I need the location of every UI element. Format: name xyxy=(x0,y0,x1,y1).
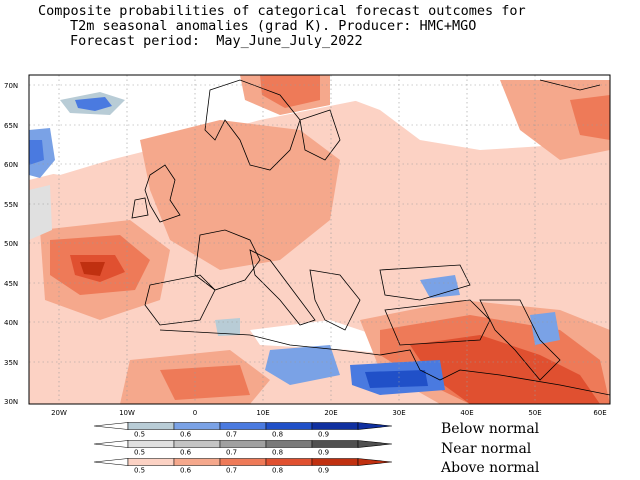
above-scale-value: 0.9 xyxy=(318,467,329,475)
above-scale-value: 0.7 xyxy=(226,467,237,475)
lat-label: 30N xyxy=(4,398,18,406)
near-scale-value: 0.7 xyxy=(226,449,237,457)
near-scale-segment xyxy=(265,440,313,448)
lat-label: 70N xyxy=(4,82,18,90)
below-scale-value: 0.7 xyxy=(226,431,237,439)
title-line-1: Composite probabilities of categorical f… xyxy=(38,3,526,19)
title-line-3: Forecast period: May_June_July_2022 xyxy=(70,33,363,49)
legend-above-label: Above normal xyxy=(441,460,540,476)
below-scale-value: 0.9 xyxy=(318,431,329,439)
lat-label: 45N xyxy=(4,280,18,288)
below-scale-segment xyxy=(127,422,175,430)
title-line-2: T2m seasonal anomalies (grad K). Produce… xyxy=(70,18,477,34)
legend-near-label: Near normal xyxy=(441,441,532,457)
lon-label: 60E xyxy=(593,409,606,417)
below-scale-value: 0.5 xyxy=(134,431,145,439)
legend-color-bars: 0.5 0.6 0.7 0.8 0.9 0.5 0.6 0.7 0.8 0.9 0.5 0.6 0.7 0… xyxy=(93,422,393,475)
below-scale-arrow-left xyxy=(93,422,129,430)
near-scale-value: 0.9 xyxy=(318,449,329,457)
near-scale-value: 0.5 xyxy=(134,449,145,457)
below-scale-segment xyxy=(265,422,313,430)
below-scale-arrow-right xyxy=(357,422,393,430)
above-scale-segment xyxy=(173,458,221,466)
near-scale-segment xyxy=(311,440,359,448)
lat-label: 35N xyxy=(4,359,18,367)
above-scale-value: 0.5 xyxy=(134,467,145,475)
above-scale-arrow-right xyxy=(357,458,393,466)
above-scale-segment xyxy=(311,458,359,466)
lat-label: 40N xyxy=(4,319,18,327)
lon-label: 20E xyxy=(324,409,337,417)
above-scale-segment xyxy=(219,458,267,466)
lon-label: 30E xyxy=(392,409,405,417)
near-scale-segment xyxy=(219,440,267,448)
above-scale-arrow-left xyxy=(93,458,129,466)
probability-field xyxy=(29,75,610,404)
lon-labels: 20W 10W 0 10E 20E 30E 40E 50E 60E xyxy=(51,409,607,417)
below-scale-segment xyxy=(311,422,359,430)
lat-label: 50N xyxy=(4,240,18,248)
lat-label: 65N xyxy=(4,122,18,130)
legend-below-label: Below normal xyxy=(441,421,540,437)
below-scale-value: 0.8 xyxy=(272,431,283,439)
lon-label: 20W xyxy=(51,409,67,417)
graticule xyxy=(29,75,610,404)
lat-labels: 70N 65N 60N 55N 50N 45N 40N 35N 30N xyxy=(4,82,18,406)
lat-label: 60N xyxy=(4,161,18,169)
above-scale-segment xyxy=(127,458,175,466)
near-scale-segment xyxy=(127,440,175,448)
coastlines xyxy=(131,79,610,396)
lon-label: 10E xyxy=(256,409,269,417)
near-scale-value: 0.6 xyxy=(180,449,192,457)
below-scale-segment xyxy=(219,422,267,430)
near-scale-segment xyxy=(173,440,221,448)
lon-label: 40E xyxy=(460,409,473,417)
above-scale-value: 0.8 xyxy=(272,467,283,475)
lon-label: 50E xyxy=(528,409,541,417)
below-scale-segment xyxy=(173,422,221,430)
lon-label: 0 xyxy=(193,409,197,417)
near-scale-arrow-left xyxy=(93,440,129,448)
above-scale-segment xyxy=(265,458,313,466)
near-scale-value: 0.8 xyxy=(272,449,283,457)
lat-label: 55N xyxy=(4,201,18,209)
near-scale-arrow-right xyxy=(357,440,393,448)
below-scale-value: 0.6 xyxy=(180,431,192,439)
lon-label: 10W xyxy=(119,409,135,417)
map-frame xyxy=(28,74,611,405)
above-scale-value: 0.6 xyxy=(180,467,192,475)
